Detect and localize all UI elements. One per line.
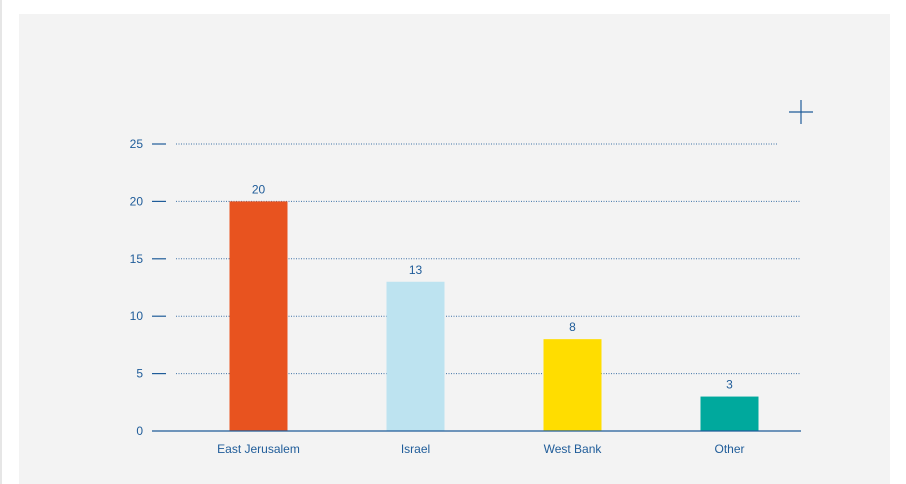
y-tick-label: 10 xyxy=(130,309,144,323)
gridlines xyxy=(176,143,801,375)
x-axis: East Jerusalem Israel West Bank Other xyxy=(217,442,744,456)
y-tick-label: 25 xyxy=(130,137,144,151)
y-tick-label: 20 xyxy=(130,194,144,208)
data-label: 8 xyxy=(569,320,576,334)
bar xyxy=(229,201,288,431)
data-label: 20 xyxy=(252,182,266,196)
category-label: Other xyxy=(714,442,744,456)
plus-icon[interactable] xyxy=(789,100,813,124)
y-tick-label: 0 xyxy=(136,424,143,438)
data-label: 3 xyxy=(726,378,733,392)
y-tick-label: 15 xyxy=(130,252,144,266)
y-axis: 0 5 10 15 20 25 xyxy=(130,137,166,438)
bars xyxy=(229,201,759,431)
bar xyxy=(700,396,759,431)
category-label: West Bank xyxy=(544,442,603,456)
y-tick-label: 5 xyxy=(136,367,143,381)
data-labels: 20 13 8 3 xyxy=(252,182,733,391)
category-label: East Jerusalem xyxy=(217,442,300,456)
bar xyxy=(543,339,602,431)
data-label: 13 xyxy=(409,263,423,277)
page-left-edge xyxy=(0,0,2,484)
bar xyxy=(386,281,445,431)
category-label: Israel xyxy=(401,442,430,456)
